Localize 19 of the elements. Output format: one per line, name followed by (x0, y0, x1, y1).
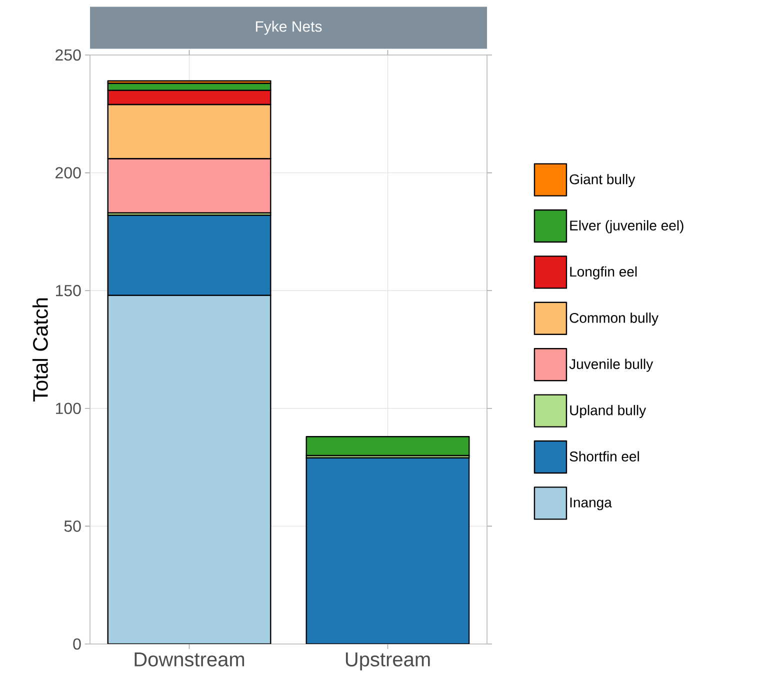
x-tick-label: Downstream (134, 652, 244, 666)
legend-label: Elver (juvenile eel) (570, 220, 684, 234)
legend-label: Giant bully (570, 174, 636, 188)
chart-title: Fyke Nets (256, 20, 322, 35)
legend-label: Juvenile bully (569, 358, 654, 372)
x-tick-label: Upstream (346, 652, 430, 670)
y-tick-label: 100 (56, 402, 81, 414)
y-tick-label: 50 (64, 520, 81, 532)
legend-label: Upland bully (570, 404, 646, 418)
y-tick-label: 0 (73, 638, 81, 650)
legend-label: Common bully (570, 312, 658, 326)
y-tick-label: 250 (56, 49, 81, 61)
y-tick-label: 200 (56, 167, 81, 178)
legend-label: Inanga (570, 498, 612, 510)
y-axis-title: Total Catch (32, 298, 48, 402)
y-tick-label: 150 (56, 284, 81, 296)
bar (306, 436, 470, 456)
legend-label: Shortfin eel (570, 451, 639, 462)
legend-label: Longfin eel (570, 266, 637, 280)
